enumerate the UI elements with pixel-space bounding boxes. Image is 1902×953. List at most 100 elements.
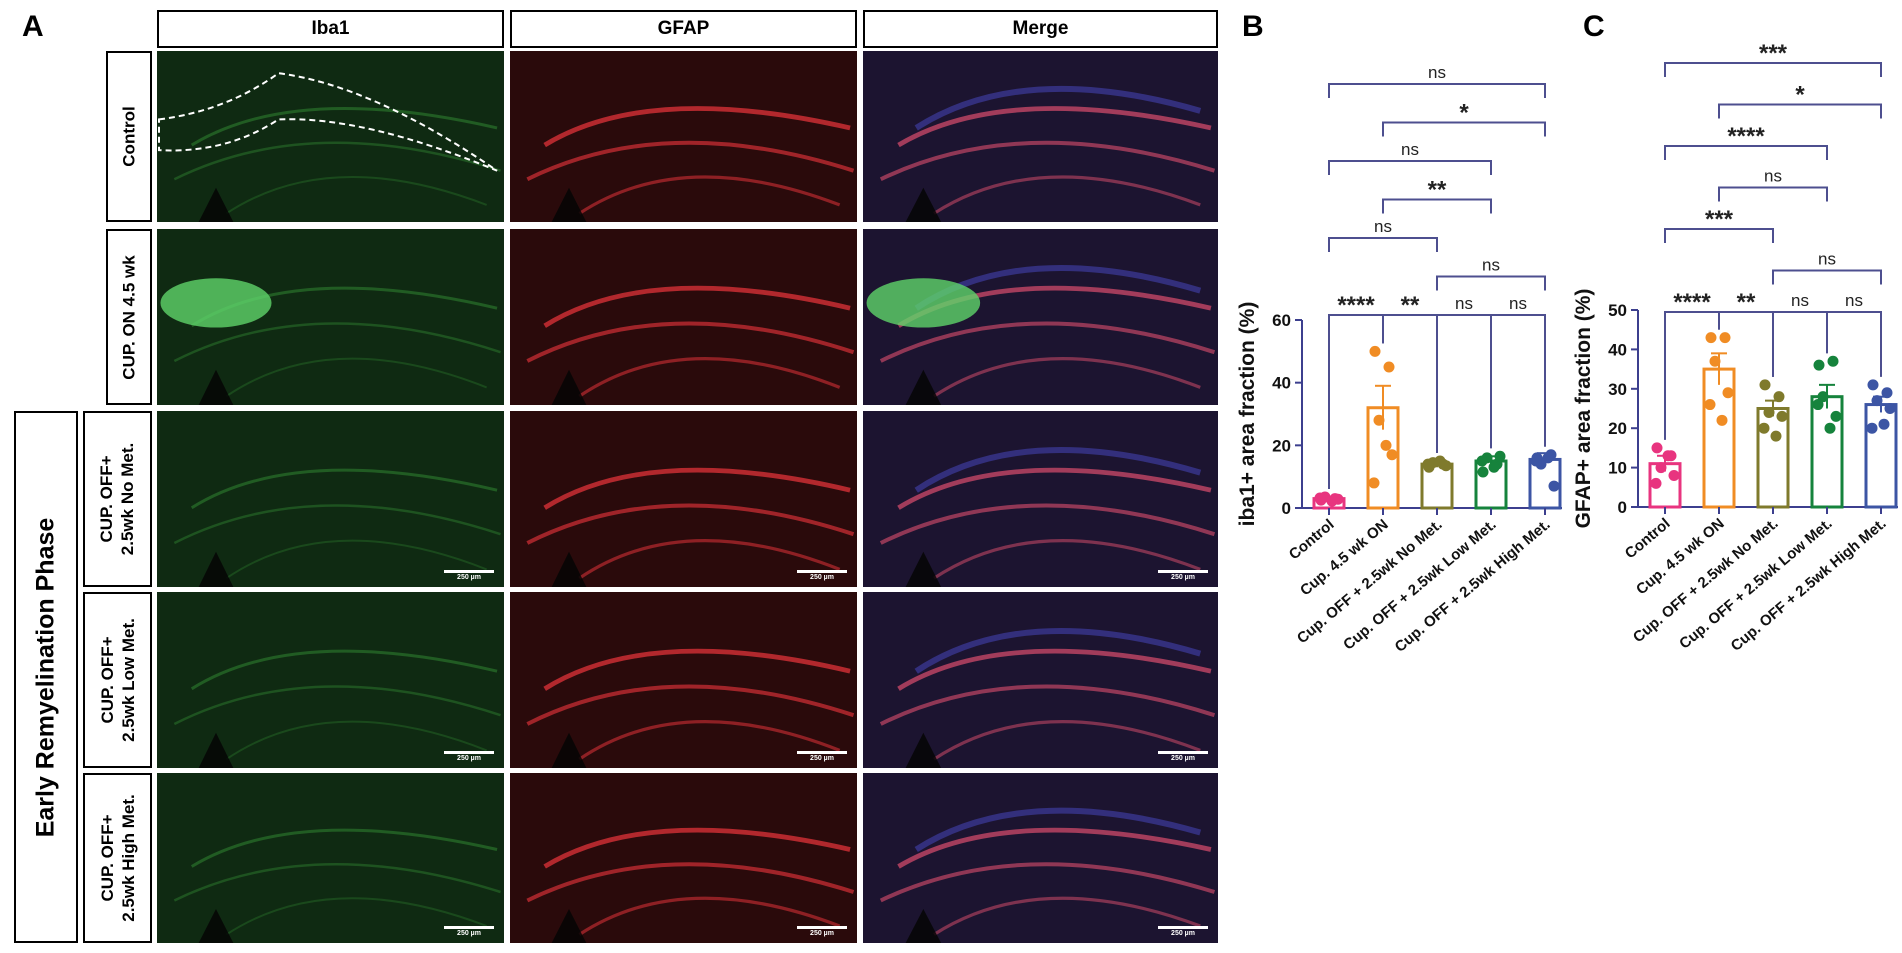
micrograph-iba1-no-met: 250 µm <box>157 411 504 587</box>
scale-bar-label: 250 µm <box>1171 574 1195 581</box>
y-tick-label: 40 <box>1608 340 1627 359</box>
data-point <box>1326 495 1338 507</box>
scale-bar-line <box>1158 751 1208 754</box>
data-point <box>1422 458 1434 470</box>
micrograph-merge-high-met: 250 µm <box>863 773 1218 943</box>
scale-bar-label: 250 µm <box>1171 930 1195 937</box>
row-label-line: CUP. OFF+ <box>97 636 117 724</box>
y-tick-label: 0 <box>1282 499 1291 518</box>
y-tick-label: 50 <box>1608 301 1627 320</box>
significance-bracket <box>1382 314 1438 453</box>
significance-label: ns <box>1401 140 1419 159</box>
significance-label: ns <box>1482 256 1500 275</box>
significance-bracket <box>1328 160 1492 175</box>
significance-bracket <box>1382 198 1492 214</box>
scale-bar: 250 µm <box>444 926 494 937</box>
data-point <box>1494 450 1506 462</box>
data-point <box>1705 332 1717 344</box>
data-point <box>1878 418 1890 430</box>
data-point <box>1812 399 1824 411</box>
data-point <box>1380 439 1392 451</box>
row-label-line: CUP. ON 4.5 wk <box>119 254 139 380</box>
data-point <box>1548 480 1560 492</box>
row-label-no-met: CUP. OFF+ 2.5wk No Met. <box>83 411 152 587</box>
significance-label: ** <box>1428 177 1447 204</box>
scale-bar-label: 250 µm <box>457 755 481 762</box>
panel-label-b: B <box>1242 10 1264 43</box>
significance-label: ns <box>1428 63 1446 82</box>
micrograph-iba1-cup-on <box>157 229 504 405</box>
significance-bracket <box>1436 314 1492 453</box>
row-label-line: 2.5wk No Met. <box>118 442 138 556</box>
scale-bar-line <box>444 751 494 754</box>
data-point <box>1650 477 1662 489</box>
data-point <box>1709 355 1721 367</box>
data-point <box>1813 359 1825 371</box>
scale-bar: 250 µm <box>444 570 494 581</box>
data-point <box>1530 455 1542 467</box>
data-point <box>1866 422 1878 434</box>
significance-bracket <box>1664 62 1882 77</box>
data-point <box>1542 452 1554 464</box>
y-axis-label: iba1+ area fraction (%) <box>1236 302 1259 527</box>
significance-bracket <box>1664 228 1774 243</box>
y-tick-label: 40 <box>1272 374 1291 393</box>
micrograph-merge-control <box>863 51 1218 222</box>
significance-label: **** <box>1727 123 1765 150</box>
y-tick-label: 30 <box>1608 380 1627 399</box>
row-label-high-met: CUP. OFF+ 2.5wk High Met. <box>83 773 152 943</box>
scale-bar-line <box>797 570 847 573</box>
data-point <box>1871 395 1883 407</box>
row-label-control: Control <box>106 51 152 222</box>
scale-bar: 250 µm <box>1158 926 1208 937</box>
micrograph-iba1-control <box>157 51 504 222</box>
scale-bar-label: 250 µm <box>1171 755 1195 762</box>
y-tick-label: 10 <box>1608 459 1627 478</box>
micrograph-gfap-control <box>510 51 857 222</box>
data-point <box>1758 422 1770 434</box>
scale-bar-label: 250 µm <box>457 574 481 581</box>
micrograph-gfap-cup-on <box>510 229 857 405</box>
data-point <box>1477 466 1489 478</box>
data-point <box>1827 355 1839 367</box>
data-point <box>1655 462 1667 474</box>
significance-bracket <box>1826 311 1882 377</box>
row-label-line: CUP. OFF+ <box>97 455 117 543</box>
data-point <box>1314 492 1326 504</box>
scale-bar-line <box>444 926 494 929</box>
data-point <box>1719 332 1731 344</box>
data-point <box>1817 391 1829 403</box>
data-point <box>1867 379 1879 391</box>
scale-bar-line <box>1158 926 1208 929</box>
significance-bracket <box>1382 121 1546 137</box>
significance-label: * <box>1795 82 1805 109</box>
significance-label: ns <box>1818 250 1836 269</box>
y-tick-label: 20 <box>1608 419 1627 438</box>
row-label-line: Control <box>119 106 139 167</box>
micrograph-iba1-low-met: 250 µm <box>157 592 504 768</box>
row-label-line: 2.5wk High Met. <box>118 794 138 922</box>
significance-bracket <box>1328 237 1438 252</box>
micrograph-gfap-low-met: 250 µm <box>510 592 857 768</box>
data-point <box>1488 461 1500 473</box>
y-tick-label: 20 <box>1272 436 1291 455</box>
data-point <box>1651 442 1663 454</box>
scale-bar: 250 µm <box>797 751 847 762</box>
x-tick-label: Control <box>1622 515 1674 562</box>
significance-bracket <box>1328 314 1384 490</box>
data-point <box>1662 450 1674 462</box>
scale-bar: 250 µm <box>1158 751 1208 762</box>
y-tick-label: 0 <box>1618 498 1627 517</box>
scale-bar: 250 µm <box>797 570 847 581</box>
panel-label-c: C <box>1583 10 1605 43</box>
scale-bar: 250 µm <box>797 926 847 937</box>
scale-bar: 250 µm <box>444 751 494 762</box>
significance-label: ns <box>1374 217 1392 236</box>
significance-label: ns <box>1764 167 1782 186</box>
data-point <box>1824 422 1836 434</box>
scale-bar-label: 250 µm <box>457 930 481 937</box>
data-point <box>1668 469 1680 481</box>
data-point <box>1830 410 1842 422</box>
chart-c-gfap: 0 10 20 30 40 50 GFAP+ area fraction (%) Contro… <box>1572 40 1898 655</box>
